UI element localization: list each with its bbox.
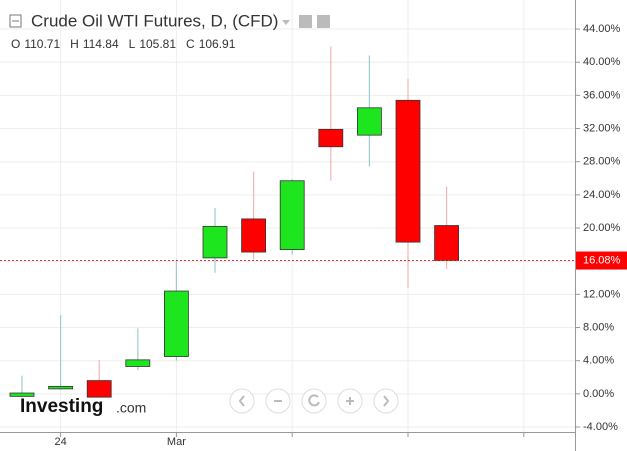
y-tick-label: 8.00% <box>583 321 614 333</box>
scroll-left-button[interactable] <box>229 388 255 414</box>
candle-body <box>125 359 151 367</box>
reset-button[interactable] <box>301 388 327 414</box>
ohlc-value: 114.84 <box>83 37 119 51</box>
logo: Investing .com <box>20 396 146 417</box>
x-tick-label: Mar <box>167 436 186 448</box>
ohlc-value: 105.81 <box>139 37 176 51</box>
nav-icons <box>238 394 390 407</box>
logo-suffix: .com <box>116 400 146 416</box>
last-price-box <box>576 251 627 270</box>
candle-body <box>318 128 344 148</box>
candle-body <box>48 385 73 390</box>
y-tick-label: 20.00% <box>583 222 621 234</box>
candle-body <box>163 290 189 357</box>
ohlc-key: C <box>186 37 195 51</box>
y-tick-label: 12.00% <box>583 288 621 300</box>
logo-text: Investing <box>20 396 103 417</box>
y-tick-label: 32.00% <box>583 122 621 134</box>
y-tick-label: -4.00% <box>583 421 618 433</box>
ohlc-info: O 110.71 H 114.84 L 105.81 C 106.91 <box>11 37 236 51</box>
ohlc-value: 110.71 <box>24 37 60 51</box>
collapse-icon[interactable] <box>9 14 22 28</box>
y-tick-label: 0.00% <box>583 388 614 400</box>
candles <box>9 46 460 398</box>
ohlc-key: H <box>70 37 79 51</box>
settings-icon[interactable] <box>299 15 312 28</box>
y-tick-label: 44.00% <box>583 23 621 35</box>
candle-body <box>356 107 382 136</box>
candle-body <box>395 99 421 243</box>
candle-body <box>9 392 35 397</box>
candle-body <box>279 180 305 250</box>
candle-body <box>434 225 460 261</box>
last-price-label: 16.08% <box>583 254 621 266</box>
ohlc-key: L <box>129 37 136 51</box>
candle-body <box>241 218 267 253</box>
candle-body <box>86 380 112 398</box>
y-tick-label: 36.00% <box>583 89 621 101</box>
grid <box>0 0 575 432</box>
x-tick-label: 24 <box>54 436 66 448</box>
y-tick-label: 4.00% <box>583 355 614 367</box>
candle-body <box>202 225 228 259</box>
ohlc-value: 106.91 <box>199 37 236 51</box>
y-tick-label: 28.00% <box>583 156 621 168</box>
dropdown-arrow[interactable] <box>282 20 290 25</box>
y-tick-label: 24.00% <box>583 189 621 201</box>
ohlc-key: O <box>11 37 20 51</box>
y-tick-label: 40.00% <box>583 56 621 68</box>
gear-icon[interactable] <box>317 15 330 28</box>
nav-buttons <box>229 388 399 414</box>
scroll-right-button[interactable] <box>373 388 399 414</box>
chart-title: Crude Oil WTI Futures, D, (CFD) <box>31 11 278 30</box>
